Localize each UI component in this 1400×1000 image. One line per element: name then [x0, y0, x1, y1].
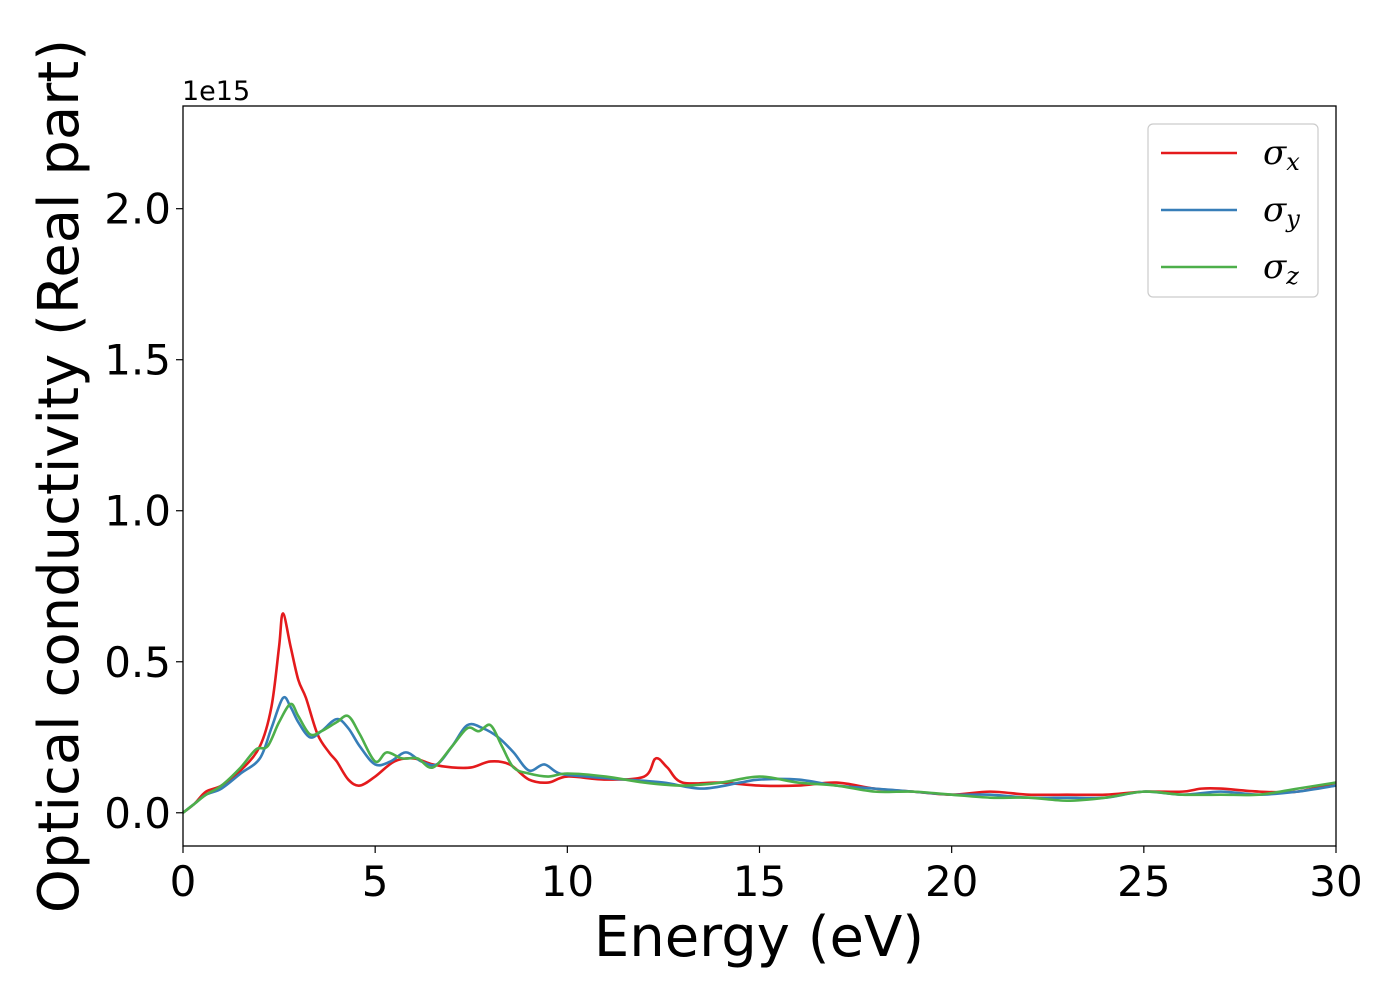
x-axis-ticks: 0 5 10 15 20 25 30 [170, 846, 1363, 906]
x-tick-label: 5 [362, 857, 389, 906]
x-tick-label: 30 [1309, 857, 1362, 906]
x-axis-label: Energy (eV) [594, 905, 924, 970]
series-line-z [182, 702, 1337, 814]
y-tick-label: 1.0 [104, 487, 171, 536]
y-tick-label: 0.0 [104, 789, 171, 838]
y-axis-ticks: 0.0 0.5 1.0 1.5 2.0 [104, 185, 183, 838]
x-tick-label: 10 [541, 857, 594, 906]
series-layer [182, 612, 1337, 814]
legend-entries: σx σy σz [1161, 133, 1300, 290]
y-tick-label: 1.5 [104, 336, 171, 385]
legend: σx σy σz [1147, 123, 1319, 298]
x-tick-label: 25 [1117, 857, 1170, 906]
legend-label-z: σz [1263, 247, 1299, 290]
x-tick-label: 0 [170, 857, 197, 906]
series-line-x [182, 612, 1337, 814]
y-tick-label: 2.0 [104, 185, 171, 234]
y-axis-label: Optical conductivity (Real part) [27, 39, 92, 913]
legend-label-y: σy [1263, 190, 1300, 233]
x-tick-label: 20 [925, 857, 978, 906]
x-tick-label: 15 [733, 857, 786, 906]
plot-background [183, 106, 1336, 846]
legend-label-x: σx [1263, 133, 1300, 176]
y-offset-label: 1e15 [182, 76, 250, 107]
y-tick-label: 0.5 [104, 638, 171, 687]
